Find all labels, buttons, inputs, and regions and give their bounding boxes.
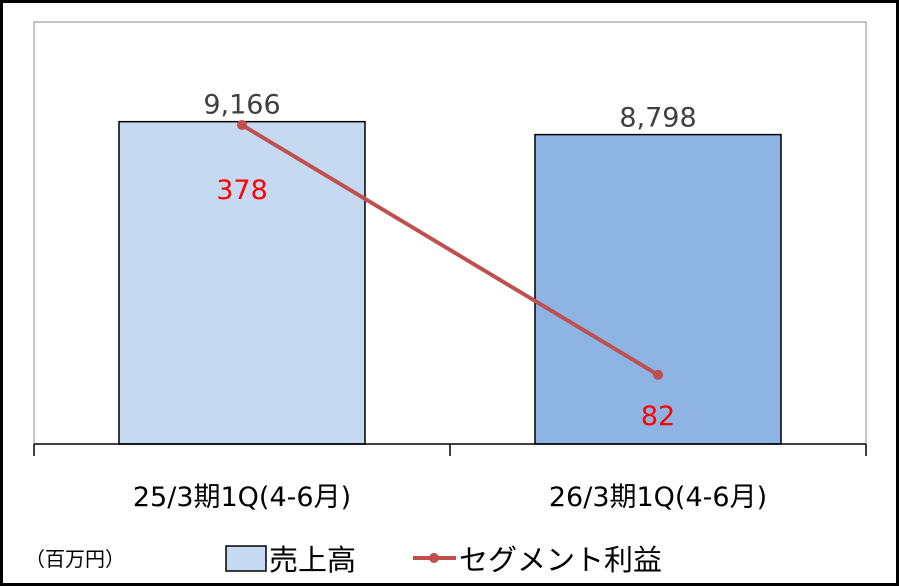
bar-value-label-2: 8,798 — [619, 103, 696, 134]
line-point-2 — [653, 369, 663, 380]
legend-bar-label: 売上高 — [269, 543, 356, 577]
legend-line-label: セグメント利益 — [459, 543, 662, 577]
x-tick-label-1: 25/3期1Q(4-6月) — [133, 482, 351, 513]
legend-bar-swatch — [225, 545, 267, 572]
legend-line-marker — [429, 553, 439, 563]
combo-chart: 9,166 25/3期1Q(4-6月) 8,798 26/3期1Q(4-6月) 378 8… — [25, 21, 867, 577]
line-point-1 — [237, 119, 247, 130]
unit-label: （百万円） — [25, 547, 125, 571]
line-series — [240, 123, 660, 377]
line-value-label-1: 378 — [216, 175, 268, 206]
line-value-label-2: 82 — [641, 401, 675, 432]
bar-1 — [118, 120, 366, 445]
bar-value-label-1: 9,166 — [203, 90, 280, 121]
bar-2 — [534, 133, 782, 445]
x-tick-label-2: 26/3期1Q(4-6月) — [549, 482, 767, 513]
